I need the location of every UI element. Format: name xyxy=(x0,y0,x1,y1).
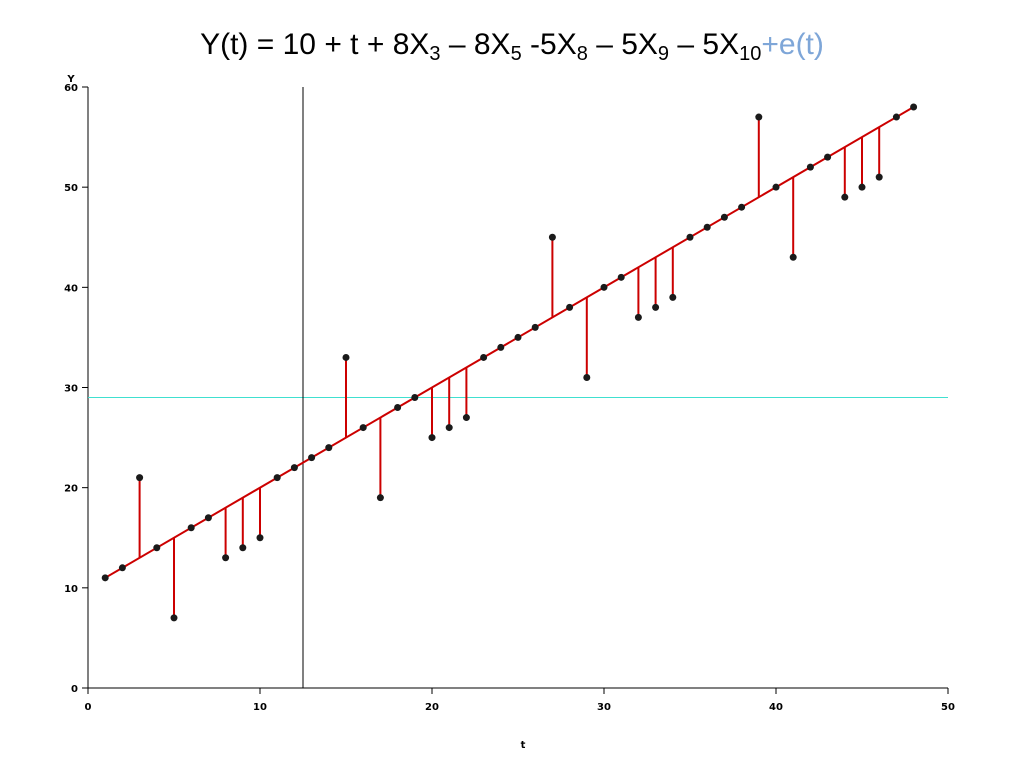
data-point-46 xyxy=(875,173,883,181)
data-point-4 xyxy=(153,544,161,552)
data-point-44 xyxy=(841,193,849,201)
data-point-32 xyxy=(634,313,642,321)
data-point-48 xyxy=(910,103,918,111)
data-point-45 xyxy=(858,183,866,191)
fit-line-group xyxy=(104,106,915,579)
data-point-38 xyxy=(738,203,746,211)
data-point-7 xyxy=(204,514,212,522)
x-tick-label-0: 0 xyxy=(85,702,92,713)
title-part-9: 10 xyxy=(739,43,762,65)
title-part-1: 3 xyxy=(429,43,441,65)
title-part-8: – 5X xyxy=(669,28,740,61)
data-point-1 xyxy=(101,574,109,582)
tick-marks: 0 10 20 30 40 50 60 0 10 20 30 40 50 xyxy=(64,83,955,713)
data-point-10 xyxy=(256,534,264,542)
y-tick-label-0: 0 xyxy=(71,684,78,695)
x-tick-label-20: 20 xyxy=(425,702,439,713)
data-point-19 xyxy=(411,394,419,402)
x-tick-label-50: 50 xyxy=(941,702,955,713)
y-tick-label-40: 40 xyxy=(64,283,78,294)
data-point-23 xyxy=(480,353,488,361)
data-point-21 xyxy=(445,424,453,432)
y-axis-label: Y xyxy=(66,74,75,85)
title-part-7: 9 xyxy=(657,43,670,65)
data-point-31 xyxy=(617,273,625,281)
title-part-2: – 8X xyxy=(440,28,511,61)
y-tick-label-30: 30 xyxy=(64,384,78,395)
title-part-0: Y(t) = 10 + t + 8X xyxy=(200,28,430,61)
title-part-3: 5 xyxy=(510,43,522,65)
data-point-28 xyxy=(566,303,574,311)
data-point-16 xyxy=(359,424,367,432)
data-point-20 xyxy=(428,434,436,442)
data-point-22 xyxy=(462,414,470,422)
data-point-9 xyxy=(239,544,247,552)
data-point-37 xyxy=(720,213,728,221)
data-point-5 xyxy=(170,614,178,622)
data-point-3 xyxy=(136,474,144,482)
y-tick-label-10: 10 xyxy=(64,584,78,595)
title-part-4: -5X xyxy=(521,28,577,61)
data-point-25 xyxy=(514,333,522,341)
title-part-5: 8 xyxy=(576,43,588,65)
data-point-39 xyxy=(755,113,763,121)
x-tick-label-30: 30 xyxy=(597,702,611,713)
data-point-42 xyxy=(806,163,814,171)
data-point-27 xyxy=(548,233,556,241)
fit-line xyxy=(104,106,915,579)
data-point-33 xyxy=(652,303,660,311)
data-point-30 xyxy=(600,283,608,291)
data-point-43 xyxy=(824,153,832,161)
axes xyxy=(87,87,948,689)
title-part-6: – 5X xyxy=(587,28,658,61)
data-point-26 xyxy=(531,323,539,331)
data-point-2 xyxy=(118,564,126,572)
data-point-12 xyxy=(290,464,298,472)
data-point-18 xyxy=(394,404,402,412)
title-part-10: +e(t) xyxy=(761,28,824,61)
x-tick-label-40: 40 xyxy=(769,702,783,713)
x-tick-label-10: 10 xyxy=(253,702,267,713)
data-point-13 xyxy=(308,454,316,462)
data-point-35 xyxy=(686,233,694,241)
data-point-8 xyxy=(222,554,230,562)
data-point-11 xyxy=(273,474,281,482)
data-point-29 xyxy=(583,373,591,381)
data-point-15 xyxy=(342,353,350,361)
residual-lines xyxy=(138,117,881,618)
chart-title: Y(t) = 10 + t + 8X3 – 8X5 -5X8 – 5X9 – 5… xyxy=(0,28,1024,66)
y-tick-label-60: 60 xyxy=(64,83,78,94)
y-tick-label-20: 20 xyxy=(64,484,78,495)
data-point-36 xyxy=(703,223,711,231)
data-points xyxy=(101,103,918,622)
x-axis-label: t xyxy=(521,740,526,751)
y-tick-label-50: 50 xyxy=(64,183,78,194)
data-point-17 xyxy=(376,494,384,502)
data-point-41 xyxy=(789,253,797,261)
data-point-6 xyxy=(187,524,195,532)
data-point-34 xyxy=(669,293,677,301)
data-point-24 xyxy=(497,343,505,351)
reference-lines xyxy=(88,87,948,688)
data-point-47 xyxy=(892,113,900,121)
data-point-40 xyxy=(772,183,780,191)
data-point-14 xyxy=(325,444,333,452)
